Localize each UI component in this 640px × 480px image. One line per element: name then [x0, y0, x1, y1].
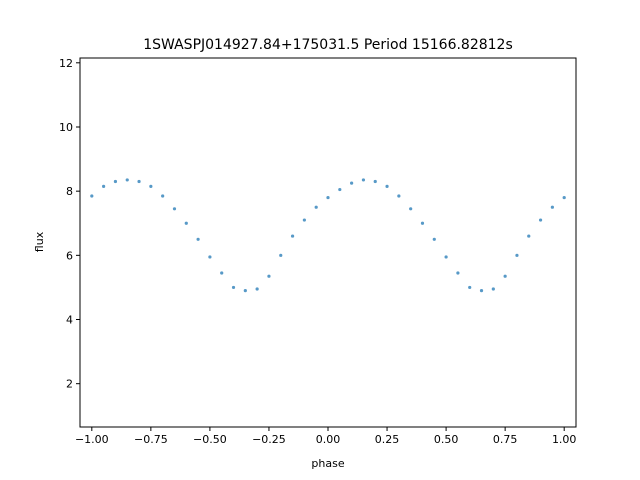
- x-tick-label: 0.00: [316, 433, 341, 446]
- data-point: [479, 289, 484, 293]
- data-point: [491, 287, 495, 291]
- data-point: [338, 187, 342, 192]
- data-point: [102, 184, 106, 188]
- x-axis: −1.00 −0.75 −0.50 −0.25 0.00 0.25 0.50 0.75 1.00: [75, 427, 576, 446]
- x-tick-label: 1.00: [552, 433, 577, 446]
- data-point: [267, 274, 271, 278]
- data-point: [562, 195, 566, 200]
- data-point: [302, 218, 306, 222]
- data-point: [290, 234, 295, 238]
- x-tick-label: −1.00: [75, 433, 109, 446]
- data-point: [279, 253, 283, 257]
- data-point: [503, 274, 507, 278]
- data-point: [125, 178, 129, 182]
- data-point: [515, 253, 519, 257]
- y-tick-label: 8: [66, 185, 73, 198]
- y-tick-label: 6: [66, 249, 73, 262]
- data-point: [420, 221, 425, 225]
- data-point: [361, 178, 366, 182]
- data-point: [326, 195, 330, 200]
- x-tick-label: −0.50: [193, 433, 227, 446]
- data-point: [220, 271, 224, 275]
- data-point: [172, 207, 177, 211]
- x-tick-label: 0.75: [493, 433, 518, 446]
- data-point: [373, 179, 377, 184]
- data-point: [350, 181, 354, 185]
- y-axis: 2 4 6 8 10 12: [59, 57, 80, 391]
- x-tick-label: 0.50: [434, 433, 459, 446]
- y-axis-label: flux: [33, 231, 46, 252]
- x-axis-label: phase: [311, 457, 344, 470]
- data-point: [90, 194, 94, 198]
- data-point: [468, 285, 472, 290]
- data-point: [196, 237, 200, 241]
- data-point: [149, 184, 153, 188]
- data-point: [113, 179, 118, 184]
- data-point: [184, 221, 188, 225]
- data-point: [208, 255, 212, 259]
- data-point: [409, 207, 413, 211]
- scatter-points: [90, 178, 566, 293]
- data-point: [231, 285, 236, 290]
- data-point: [385, 184, 389, 188]
- data-point: [432, 237, 436, 241]
- y-tick-label: 4: [66, 314, 73, 327]
- x-tick-label: 0.25: [375, 433, 400, 446]
- data-point: [456, 271, 460, 275]
- x-tick-label: −0.25: [252, 433, 286, 446]
- data-point: [538, 218, 543, 222]
- data-point: [243, 289, 247, 293]
- data-point: [527, 234, 531, 238]
- chart-title: 1SWASPJ014927.84+175031.5 Period 15166.8…: [143, 37, 513, 53]
- y-tick-label: 12: [59, 57, 73, 70]
- y-tick-label: 10: [59, 121, 73, 134]
- data-point: [314, 205, 318, 209]
- data-point: [161, 194, 165, 198]
- data-point: [444, 255, 448, 259]
- y-tick-label: 2: [66, 378, 73, 391]
- data-point: [550, 205, 554, 209]
- data-point: [397, 194, 401, 198]
- data-point: [137, 179, 141, 184]
- x-tick-label: −0.75: [134, 433, 168, 446]
- data-point: [255, 287, 259, 291]
